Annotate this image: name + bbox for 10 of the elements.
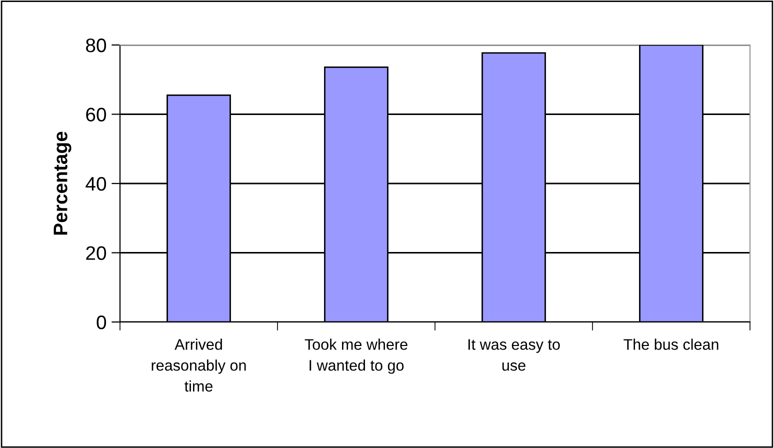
y-tick-label: 40 [86, 176, 106, 191]
x-tick-label: Took me where I wanted to go [304, 338, 408, 374]
y-tick-label: 20 [86, 246, 106, 260]
y-tick-label: 0 [96, 315, 106, 330]
y-axis-title: Percentage [54, 132, 72, 235]
x-tick-label: The bus clean [624, 338, 718, 350]
y-tick-label: 60 [86, 108, 106, 122]
x-tick-label: It was easy to use [468, 339, 560, 371]
x-tick-label: Arrived reasonably on time [152, 338, 246, 392]
y-tick-label: 80 [86, 38, 106, 52]
